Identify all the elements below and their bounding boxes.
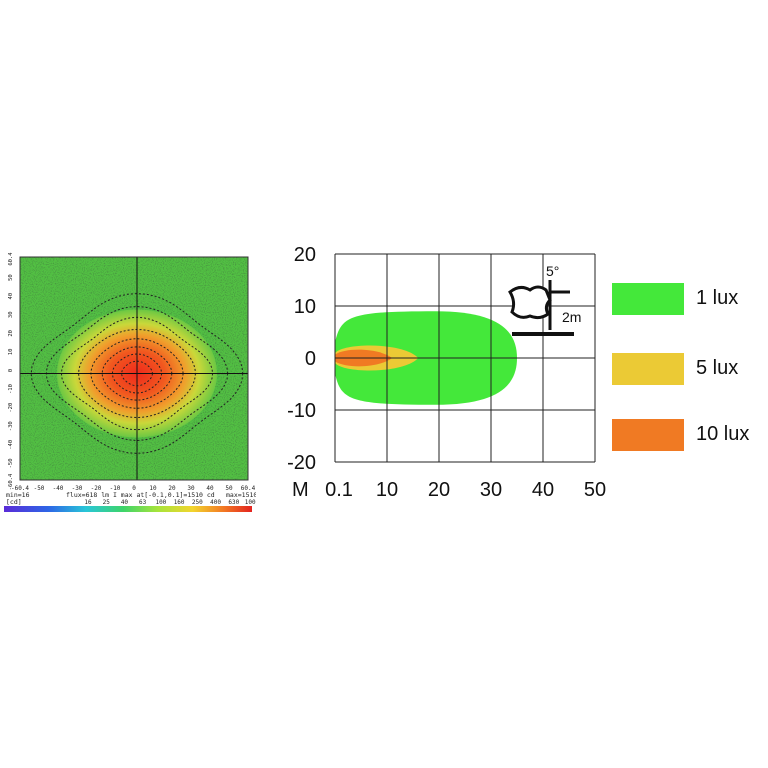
legend-swatch-5-lux [612,353,684,385]
colorbar-tick-label: 160 [174,499,185,506]
colorbar-tick-label: 25 [103,499,111,506]
heatmap-footer: min=16 flux=618 lm I max at[-0.1,0.1]=151… [4,491,256,512]
beam-ticks: 0.1 10 20 30 40 50 M 20 10 0 -10 -20 [287,244,606,501]
heatmap-y-tick-label: 60.4 [8,252,14,266]
heatmap-y-tick-label: 30 [8,311,14,318]
colorbar-tick-label: 400 [210,499,221,506]
legend-label-10-lux: 10 lux [696,423,750,445]
legend-item-1-lux: 1 lux [612,283,762,315]
contour-line [78,328,196,419]
beam-x-tick-label: 50 [584,479,606,501]
legend-item-5-lux: 5 lux [612,353,762,385]
inset-angle-label: 5° [546,263,559,279]
heatmap-x-tick-label: -10 [110,485,121,492]
heatmap-y-tick-label: -10 [8,384,14,394]
beam-y-tick-label: 10 [294,296,316,318]
heatmap-y-tick-label: -20 [8,403,14,413]
contour-line [101,346,173,401]
vehicle-icon [508,285,552,320]
heatmap-x-tick-label: -30 [72,485,83,492]
colorbar-tick-label: 630 [228,499,239,506]
heatmap-x-tick-label: 0 [132,485,136,492]
heatmap-x-tick-label: 40 [206,485,214,492]
colorbar-tick-label: 100 [155,499,166,506]
heatmap-x-tick-label: -40 [53,485,64,492]
mounting-inset: 5° 2m [508,263,581,336]
heatmap-unit-label: [cd] [6,498,22,506]
heatmap-y-tick-label: -60.4 [8,473,14,490]
beam-x-tick-label: 20 [428,479,450,501]
colorbar-tick-label: 40 [121,499,129,506]
beam-grid [334,253,596,463]
heatmap-y-tick-label: 0 [8,369,14,372]
legend-item-10-lux: 10 lux [612,419,762,451]
inset-height-label: 2m [562,309,581,325]
heatmap-x-tick-label: 20 [168,485,176,492]
legend-swatch-10-lux [612,419,684,451]
beam-x-tick-label: 0.1 [325,479,353,501]
intensity-heatmap-chart: -60.4 -50 -40 -30 -20 -10 0 10 20 30 40 50 60.4 60.4 5… [4,252,256,512]
heatmap-y-tick-label: 20 [8,330,14,337]
heatmap-footer-max: max=1510 [226,491,256,499]
colorbar-tick-label: 250 [192,499,203,506]
beam-y-tick-label: -20 [287,452,316,474]
heatmap-footer-flux: flux=618 lm I max at[-0.1,0.1]=1510 cd [66,491,215,499]
heatmap-x-tick-label: -20 [91,485,102,492]
heatmap-axes: -60.4 -50 -40 -30 -20 -10 0 10 20 30 40 50 60.4 60.4 5… [8,252,256,492]
colorbar-tick-label: 63 [139,499,147,506]
heatmap-x-tick-label: 50 [225,485,233,492]
contour-line [30,293,244,454]
beam-y-tick-label: -10 [287,400,316,422]
heatmap-frame [19,256,249,481]
heatmap-y-tick-label: 40 [8,293,14,300]
legend-label-1-lux: 1 lux [696,287,739,309]
intensity-heatmap-panel: -60.4 -50 -40 -30 -20 -10 0 10 20 30 40 50 60.4 60.4 5… [0,250,256,512]
beam-x-tick-label: 40 [532,479,554,501]
heatmap-x-tick-label: 60.4 [241,485,256,492]
heatmap-y-tick-label: -30 [8,421,14,431]
legend-label-5-lux: 5 lux [696,357,739,379]
beam-legend: 1 lux 5 lux 10 lux [612,283,762,453]
contour-line [111,353,163,394]
heatmap-y-tick-label: -50 [8,458,14,468]
beam-y-tick-label: 0 [305,348,316,370]
beam-x-axis-prefix: M [292,479,309,501]
heatmap-colorbar [4,506,252,512]
beam-pattern-panel: 0.1 10 20 30 40 50 M 20 10 0 -10 -20 5° 2m [280,240,620,520]
heatmap-footer-min: min=16 [6,491,30,499]
heatmap-y-tick-label: -40 [8,440,14,450]
beam-x-tick-label: 30 [480,479,502,501]
heatmap-x-tick-label: 10 [149,485,157,492]
beam-x-tick-label: 10 [376,479,398,501]
beam-pattern-chart: 0.1 10 20 30 40 50 M 20 10 0 -10 -20 5° 2m [287,244,606,501]
heatmap-y-tick-label: 10 [8,349,14,356]
contour-line [121,360,153,387]
legend-swatch-1-lux [612,283,684,315]
heatmap-x-tick-label: -50 [34,485,45,492]
heatmap-plot-area [20,257,248,480]
heatmap-x-tick-label: -60.4 [11,485,29,492]
beam-y-tick-label: 20 [294,244,316,266]
heatmap-y-tick-label: 50 [8,274,14,281]
heatmap-x-tick-label: 30 [187,485,195,492]
colorbar-tick-label: 16 [84,499,92,506]
